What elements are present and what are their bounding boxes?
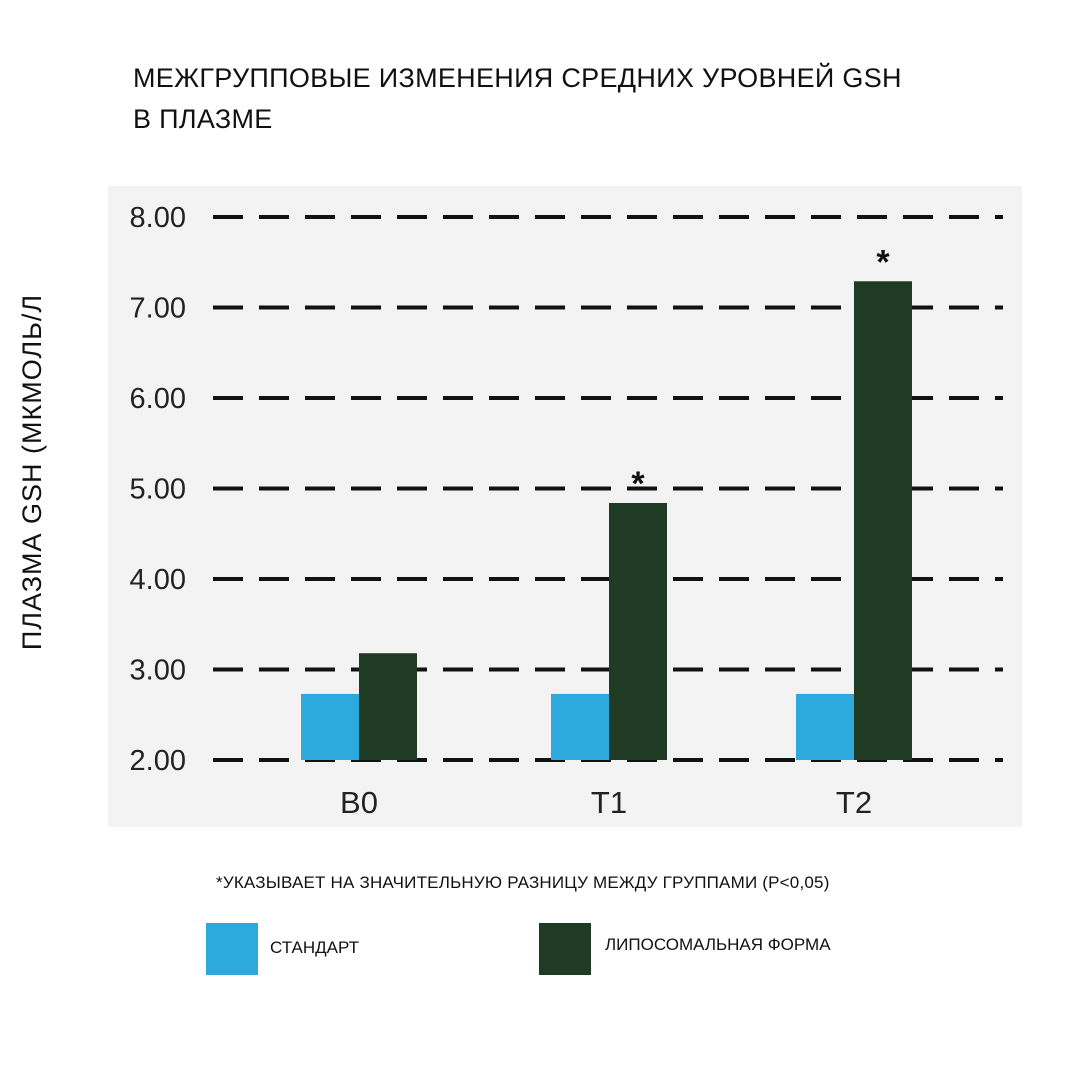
bar-t2-series-0 (796, 693, 854, 760)
bar-t1-series-1 (609, 502, 667, 760)
significance-marker-t1: * (631, 465, 645, 503)
legend-label-standard: СТАНДАРТ (270, 938, 359, 957)
y-tick-label-5: 7.00 (130, 293, 186, 325)
x-category-label-t1: T1 (591, 785, 627, 820)
legend-swatch-liposomal (539, 923, 591, 975)
chart-title: МЕЖГРУППОВЫЕ ИЗМЕНЕНИЯ СРЕДНИХ УРОВНЕЙ G… (133, 58, 1013, 140)
chart-title-line-1: МЕЖГРУППОВЫЕ ИЗМЕНЕНИЯ СРЕДНИХ УРОВНЕЙ G… (133, 63, 902, 93)
y-tick-label-4: 6.00 (130, 383, 186, 415)
bar-b0-series-0 (301, 693, 359, 760)
y-tick-label-3: 5.00 (130, 474, 186, 506)
legend-swatch-standard (206, 923, 258, 975)
bar-b0-series-1 (359, 653, 417, 760)
legend-label-liposomal: ЛИПОСОМАЛЬНАЯ ФОРМА (605, 935, 831, 954)
x-category-label-t2: T2 (836, 785, 872, 820)
x-category-label-b0: B0 (340, 785, 378, 820)
significance-marker-t2: * (876, 243, 890, 281)
chart-title-line-2: В ПЛАЗМЕ (133, 104, 273, 134)
y-tick-label-0: 2.00 (130, 745, 186, 777)
y-tick-label-2: 4.00 (130, 564, 186, 596)
bar-t1-series-0 (551, 693, 609, 760)
bar-t2-series-1 (854, 281, 912, 760)
significance-footnote: *УКАЗЫВАЕТ НА ЗНАЧИТЕЛЬНУЮ РАЗНИЦУ МЕЖДУ… (216, 873, 830, 892)
y-tick-label-1: 3.00 (130, 655, 186, 687)
y-tick-label-6: 8.00 (130, 202, 186, 234)
